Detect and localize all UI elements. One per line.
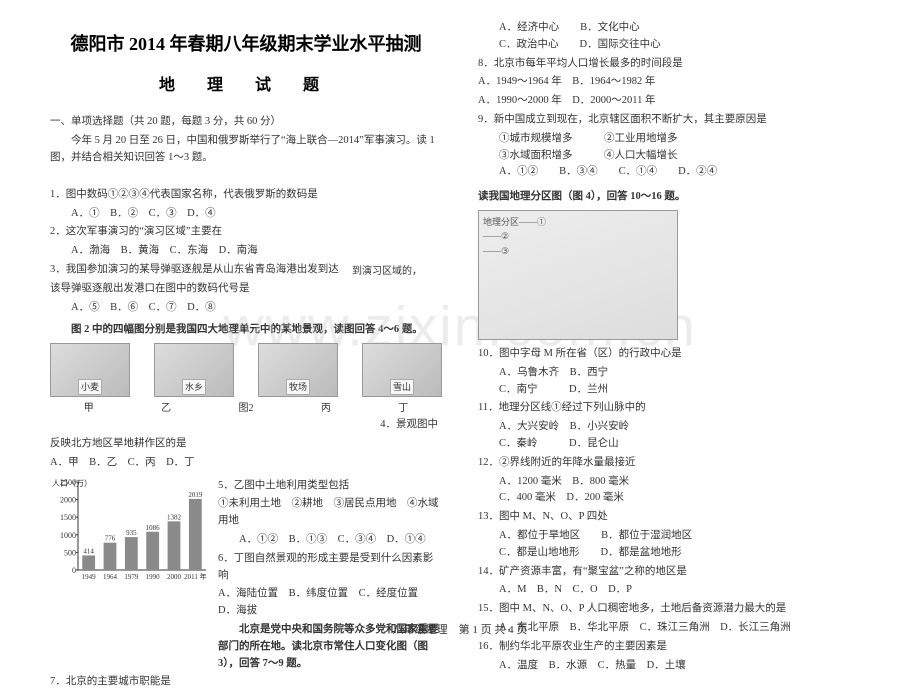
q5-opts: A．①② B．①③ C．③④ D．①④	[218, 532, 442, 549]
q4-opts: A．甲 B．乙 C．丙 D．丁	[50, 455, 442, 472]
svg-text:人口（万）: 人口（万）	[52, 479, 92, 488]
q7c: C．政治中心 D．国际交往中心	[478, 37, 870, 54]
q7a: A．经济中心 B．文化中心	[478, 20, 870, 37]
q13o1: A．都位于旱地区 B．都位于湿润地区	[478, 528, 870, 545]
cap-c: 丙	[321, 401, 331, 417]
cap-a: 甲	[84, 401, 94, 417]
intro1: 今年 5 月 20 日至 26 日，中国和俄罗斯举行了“海上联合—2014”军事…	[50, 133, 442, 167]
q4-right: 4．景观图中	[50, 417, 442, 434]
q10o1: A．乌鲁木齐 B．西宁	[478, 365, 870, 382]
q4-cont: 反映北方地区旱地耕作区的是	[50, 436, 442, 453]
q12o1: A．1200 毫米 B．800 毫米	[478, 474, 870, 491]
sub-title: 地 理 试 题	[50, 73, 442, 99]
svg-text:1086: 1086	[146, 523, 161, 531]
q8-opts2: A．1990～2000 年 D．2000～2011 年	[478, 93, 870, 110]
svg-text:1500: 1500	[60, 513, 76, 522]
q14: 14．矿产资源丰富，有“聚宝盆”之称的地区是	[478, 564, 870, 581]
section1-label: 一、单项选择题（共 20 题，每题 3 分，共 60 分）	[50, 114, 442, 131]
q16o: A．温度 B．水源 C．热量 D．土壤	[478, 658, 870, 675]
q11o2: C．秦岭 D．昆仑山	[478, 436, 870, 453]
q9: 9．新中国成立到现在，北京辖区面积不断扩大，其主要原因是	[478, 112, 870, 129]
q6-opts: A．海陆位置 B．纬度位置 C．经度位置 D．海拔	[218, 586, 442, 620]
svg-text:2000: 2000	[60, 495, 76, 504]
q3b: 到演习区域的，	[352, 260, 442, 316]
q9-l2: ③水域面积增多 ④人口大幅增长	[478, 148, 870, 165]
q1: 1．图中数码①②③④代表国家名称，代表俄罗斯的数码是	[50, 187, 442, 204]
q11: 11．地理分区线①经过下列山脉中的	[478, 400, 870, 417]
thumb-row: 小麦 水乡 牧场 雪山	[50, 343, 442, 397]
population-bar-chart: 05001000150020002500人口（万）414194977619649…	[50, 476, 210, 586]
main-title: 德阳市 2014 年春期八年级期末学业水平抽测	[50, 30, 442, 59]
svg-text:2000: 2000	[167, 573, 182, 581]
svg-text:2011 年: 2011 年	[184, 572, 207, 581]
q8: 8．北京市每年平均人口增长最多的时间段是	[478, 56, 870, 73]
cap-d: 丁	[398, 401, 408, 417]
svg-text:1000: 1000	[60, 530, 76, 539]
svg-text:0: 0	[72, 566, 76, 575]
china-region-map: 地理分区——① ——② ——③	[478, 210, 678, 340]
q15: 15．图中 M、N、O、P 人口稠密地多，土地后备资源潜力最大的是	[478, 601, 870, 618]
svg-text:414: 414	[83, 547, 94, 555]
thumb-snow: 雪山	[362, 343, 442, 397]
svg-text:1382: 1382	[167, 513, 182, 521]
q15o: A．东北平原 B．华北平原 C．珠江三角洲 D．长江三角洲	[478, 620, 870, 637]
svg-text:1949: 1949	[82, 573, 97, 581]
cap-b: 乙	[161, 401, 171, 417]
fig4-lead: 读我国地理分区图（图 4），回答 10～16 题。	[478, 189, 870, 206]
svg-text:1990: 1990	[146, 573, 161, 581]
thumb-wheat: 小麦	[50, 343, 130, 397]
q3-opts: A．⑤ B．⑥ C．⑦ D．⑧	[50, 300, 352, 317]
q3: 3．我国参加演习的某导弹驱逐舰是从山东省青岛海港出发到达	[50, 262, 352, 279]
svg-text:500: 500	[64, 548, 76, 557]
q5: 5．乙图中土地利用类型包括	[218, 478, 442, 495]
thumb-labels: 甲 乙 图2 丙 丁	[50, 401, 442, 417]
q2: 2．这次军事演习的“演习区域”主要在	[50, 224, 442, 241]
map-legend: 地理分区——① ——② ——③	[483, 215, 546, 258]
page-body: 德阳市 2014 年春期八年级期末学业水平抽测 地 理 试 题 一、单项选择题（…	[0, 0, 920, 615]
svg-text:1964: 1964	[103, 573, 118, 581]
thumb-pasture: 牧场	[258, 343, 338, 397]
svg-text:1979: 1979	[124, 573, 139, 581]
q13: 13．图中 M、N、O、P 四处	[478, 509, 870, 526]
fig2-cap: 图2	[238, 401, 253, 417]
q12: 12．②界线附近的年降水量最接近	[478, 455, 870, 472]
q9-l1: ①城市规模增多 ②工业用地增多	[478, 131, 870, 148]
q12o2: C．400 毫米 D．200 毫米	[478, 490, 870, 507]
thumb-water: 水乡	[154, 343, 234, 397]
q6: 6．丁图自然景观的形成主要是受到什么因素影响	[218, 551, 442, 585]
q8-opts: A．1949～1964 年 B．1964～1982 年	[478, 74, 870, 91]
q13o2: C．都是山地地形 D．都是盆地地形	[478, 545, 870, 562]
q3c: 该导弹驱逐舰出发港口在图中的数码代号是	[50, 281, 352, 298]
q2-opts: A．渤海 B．黄海 C．东海 D．南海	[50, 243, 442, 260]
left-column: 德阳市 2014 年春期八年级期末学业水平抽测 地 理 试 题 一、单项选择题（…	[40, 20, 460, 615]
q11o1: A．大兴安岭 B．小兴安岭	[478, 419, 870, 436]
right-column: A．经济中心 B．文化中心 C．政治中心 D．国际交往中心 8．北京市每年平均人…	[460, 20, 880, 615]
svg-text:935: 935	[126, 529, 137, 537]
fig2-lead: 图 2 中的四幅图分别是我国四大地理单元中的某地景观，读图回答 4～6 题。	[50, 322, 442, 339]
q1-opts: A．① B．② C．③ D．④	[50, 206, 442, 223]
q9-opts: A．①② B．③④ C．①④ D．②④	[478, 164, 870, 181]
svg-text:2019: 2019	[188, 490, 203, 498]
q14o: A．M B．N C．O D．P	[478, 582, 870, 599]
q7: 7．北京的主要城市职能是	[50, 674, 442, 691]
q10o2: C．南宁 D．兰州	[478, 382, 870, 399]
q16: 16．制约华北平原农业生产的主要因素是	[478, 639, 870, 656]
q10: 10．图中字母 M 所在省（区）的行政中心是	[478, 346, 870, 363]
q5-line: ①未利用土地 ②耕地 ③居民点用地 ④水域用地	[218, 496, 442, 530]
svg-text:776: 776	[105, 534, 116, 542]
